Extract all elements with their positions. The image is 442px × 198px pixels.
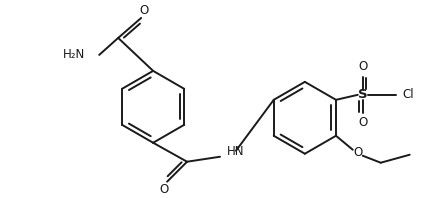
Text: O: O: [358, 60, 367, 73]
Text: O: O: [358, 116, 367, 129]
Text: S: S: [358, 88, 368, 101]
Text: O: O: [353, 146, 362, 159]
Text: HN: HN: [227, 145, 244, 158]
Text: H₂N: H₂N: [63, 48, 85, 61]
Text: O: O: [160, 183, 169, 196]
Text: O: O: [140, 5, 149, 17]
Text: Cl: Cl: [403, 88, 414, 101]
